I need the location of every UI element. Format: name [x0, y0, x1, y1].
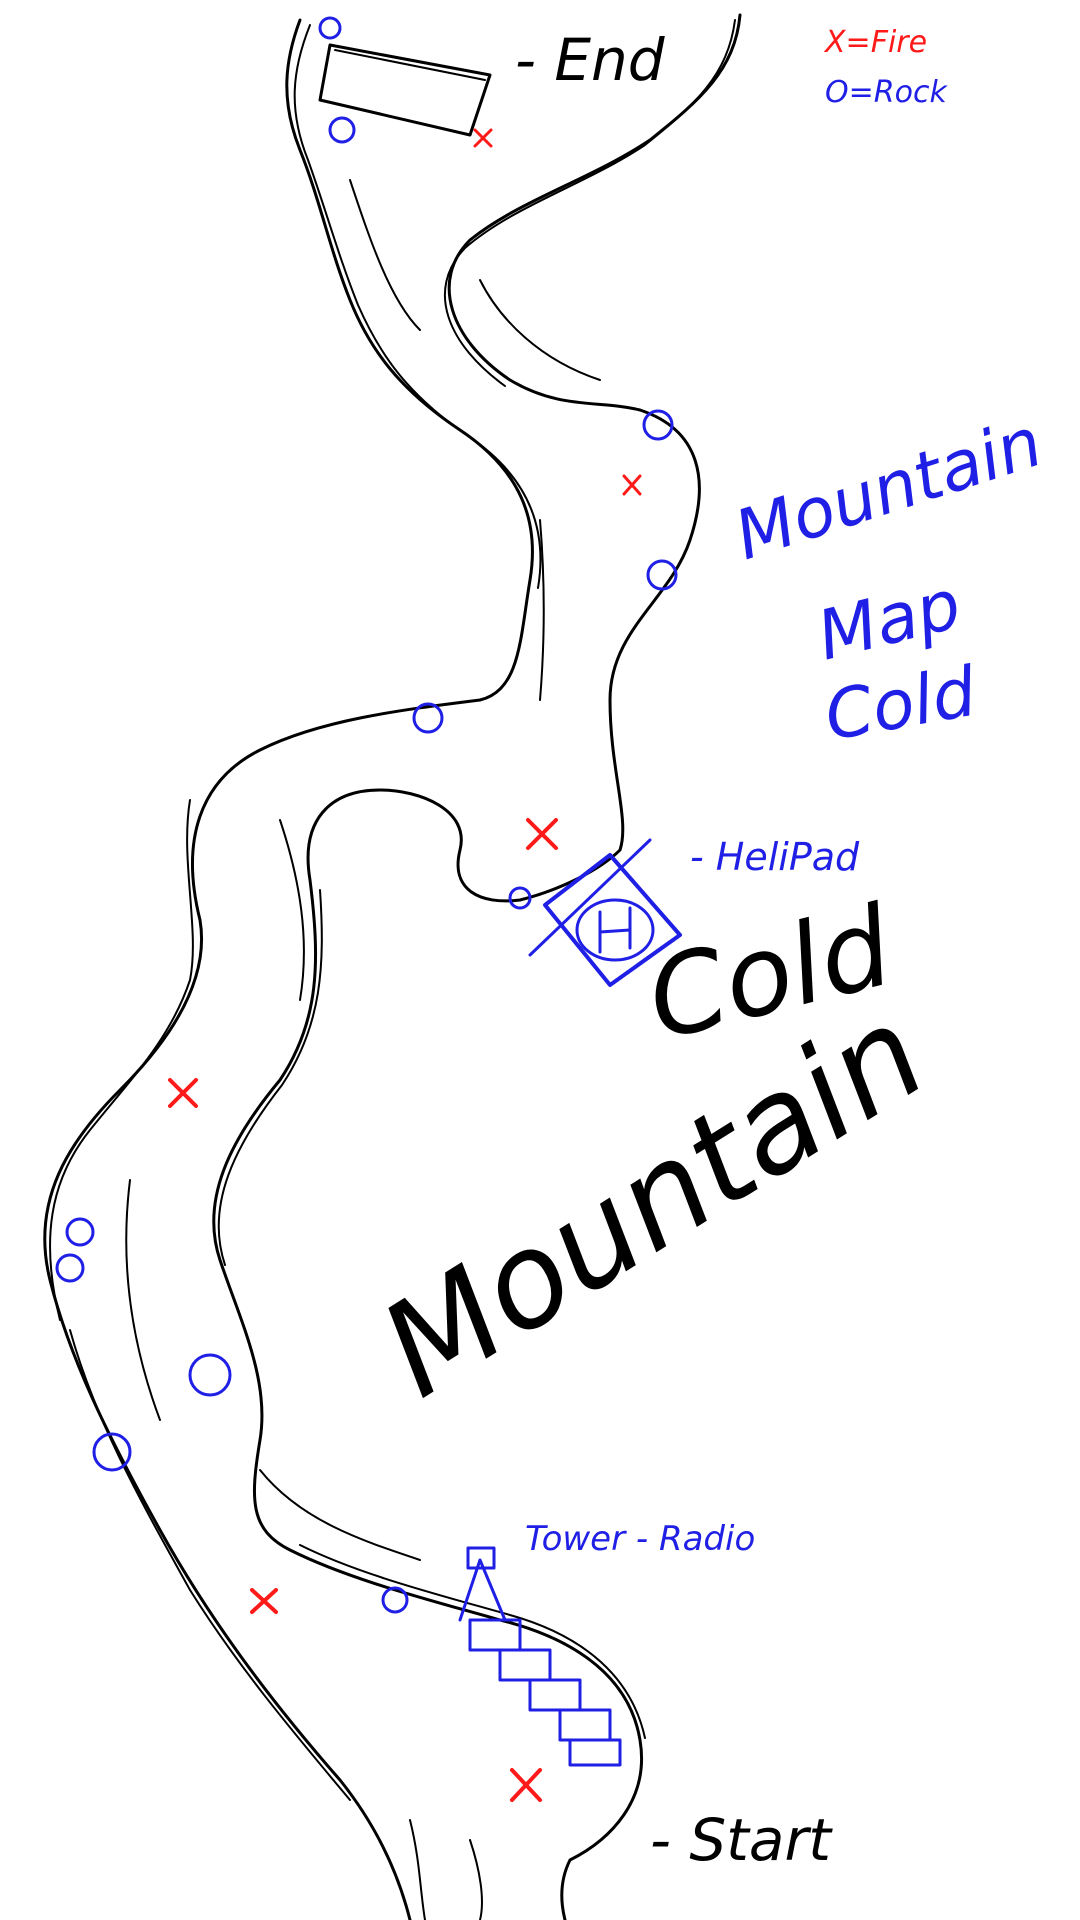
rock-icon	[55, 1253, 85, 1283]
map-title-line1: Mountain	[726, 403, 1052, 576]
helipad-icon	[528, 838, 682, 987]
rock-icon	[188, 1353, 232, 1397]
rock-icon	[318, 16, 342, 40]
map-legend: X=Fire O=Rock	[823, 25, 948, 110]
legend-fire: X=Fire	[823, 25, 927, 60]
trail-sketch-lines	[125, 179, 601, 1920]
mountain-label: Mountain	[356, 976, 950, 1426]
legend-rock: O=Rock	[825, 75, 948, 110]
trail-left-edge	[43, 18, 542, 1920]
radio-tower-icon	[458, 1546, 622, 1767]
start-label: - Start	[650, 1806, 833, 1874]
rock-icon	[65, 1217, 95, 1247]
fire-markers	[168, 128, 642, 1802]
tower-label: Tower - Radio	[525, 1519, 755, 1559]
fire-icon	[622, 474, 642, 496]
rock-markers	[55, 16, 678, 1614]
fire-icon	[250, 1588, 278, 1614]
rock-icon	[642, 409, 674, 441]
fire-icon	[168, 1078, 198, 1108]
rock-icon	[92, 1432, 132, 1472]
trail-right-edge	[212, 13, 742, 1920]
helipad-label: - HeliPad	[690, 835, 860, 879]
fire-icon	[473, 128, 493, 148]
fire-icon	[526, 818, 558, 850]
end-building	[318, 43, 492, 137]
rock-icon	[412, 702, 444, 734]
rock-icon	[328, 116, 356, 144]
end-label: - End	[515, 26, 666, 94]
rock-icon	[381, 1586, 409, 1614]
rock-icon	[646, 559, 678, 591]
rock-icon	[508, 886, 532, 910]
fire-icon	[510, 1768, 542, 1802]
